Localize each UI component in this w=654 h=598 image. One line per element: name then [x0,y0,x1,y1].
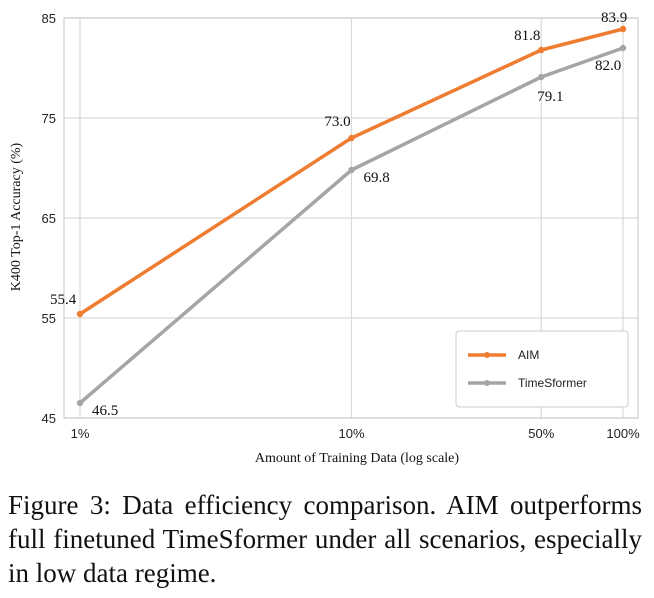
series-line-timesformer [78,46,624,405]
y-tick-label: 55 [42,311,56,326]
series-line-aim [79,27,624,316]
data-label: 55.4 [50,292,77,308]
y-axis-title: K400 Top-1 Accuracy (%) [9,142,24,291]
plot-frame [63,17,639,419]
x-tick-label: 100% [606,426,640,441]
legend: AIM TimeSformer [455,330,629,408]
data-point-aim [619,25,627,33]
data-labels: 55.4 73.0 81.8 83.9 46.5 69.8 79.1 82.0 [50,10,627,419]
data-point-aim [76,310,84,318]
y-tick-label: 85 [42,11,56,26]
legend-label: TimeSformer [518,376,587,390]
axes [63,17,639,419]
data-label: 69.8 [364,170,390,186]
data-label: 83.9 [601,10,627,26]
x-axis-title: Amount of Training Data (log scale) [255,451,459,466]
x-tick-label: 50% [528,426,554,441]
data-label: 82.0 [595,58,621,74]
legend-label: AIM [518,348,539,362]
data-label: 79.1 [537,89,563,105]
data-point-timesformer [348,166,355,174]
data-point-timesformer [76,399,84,407]
y-tick-label: 75 [42,111,56,126]
data-label: 73.0 [324,114,350,130]
legend-box [455,330,629,408]
x-tick-label: 10% [338,426,364,441]
data-label: 81.8 [514,28,540,44]
y-tick-labels: 45 55 65 75 85 [42,11,56,426]
legend-marker [484,380,490,386]
data-point-aim [538,46,545,54]
data-point-timesformer [619,44,627,52]
legend-marker [484,352,490,358]
y-tick-label: 45 [42,411,56,426]
data-label: 46.5 [92,403,118,419]
line-chart: 45 55 65 75 85 1% 10% 50% 100% 55.4 73.0 81.8 83.9… [9,10,640,466]
series-lines [76,25,627,407]
y-tick-label: 65 [42,211,56,226]
figure-caption: Figure 3: Data efficiency comparison. AI… [8,490,642,588]
data-point-timesformer [538,73,545,81]
x-tick-labels: 1% 10% 50% 100% [71,426,640,441]
data-point-aim [348,134,355,142]
x-tick-label: 1% [71,426,90,441]
